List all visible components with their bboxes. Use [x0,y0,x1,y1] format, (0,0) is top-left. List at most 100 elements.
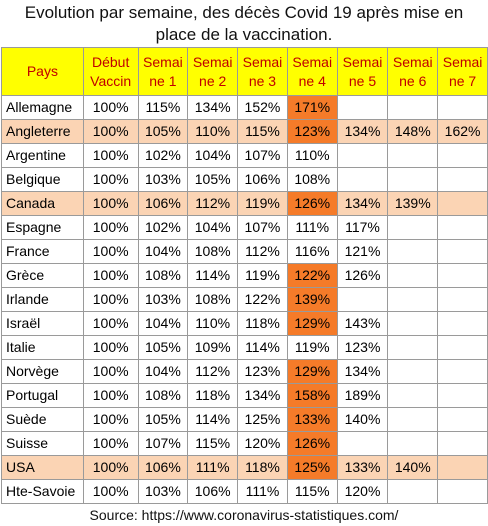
value-cell[interactable]: 104% [137,311,189,336]
country-cell[interactable]: Suède [1,407,84,432]
value-cell[interactable]: 189% [336,383,389,408]
value-cell[interactable]: 100% [82,311,139,336]
value-cell[interactable]: 126% [286,431,338,456]
value-cell[interactable]: 118% [187,383,239,408]
value-cell[interactable]: 114% [187,263,239,288]
value-cell[interactable]: 110% [187,119,239,144]
value-cell[interactable]: 112% [187,191,239,216]
value-cell[interactable]: 133% [286,407,338,432]
value-cell[interactable]: 100% [82,359,139,384]
value-cell[interactable]: 117% [336,215,389,240]
value-cell[interactable]: 134% [336,359,389,384]
value-cell[interactable]: 104% [187,143,239,168]
value-cell[interactable] [336,431,389,456]
country-cell[interactable]: Allemagne [1,95,84,120]
value-cell[interactable] [387,215,439,240]
value-cell[interactable]: 108% [137,383,189,408]
country-cell[interactable]: Grèce [1,263,84,288]
value-cell[interactable]: 133% [336,455,389,480]
value-cell[interactable]: 100% [82,119,139,144]
value-cell[interactable]: 121% [336,239,389,264]
value-cell[interactable]: 126% [286,191,338,216]
value-cell[interactable]: 100% [82,95,139,120]
value-cell[interactable]: 105% [137,335,189,360]
value-cell[interactable] [437,311,488,336]
value-cell[interactable]: 100% [82,479,139,504]
value-cell[interactable]: 106% [137,191,189,216]
value-cell[interactable]: 100% [82,431,139,456]
value-cell[interactable] [437,359,488,384]
value-cell[interactable]: 109% [187,335,239,360]
value-cell[interactable] [336,143,389,168]
value-cell[interactable] [387,479,439,504]
value-cell[interactable]: 100% [82,167,139,192]
value-cell[interactable]: 125% [237,407,288,432]
value-cell[interactable]: 100% [82,143,139,168]
value-cell[interactable]: 125% [286,455,338,480]
value-cell[interactable]: 118% [237,455,288,480]
value-cell[interactable]: 139% [387,191,439,216]
value-cell[interactable] [336,95,389,120]
value-cell[interactable] [387,263,439,288]
value-cell[interactable]: 115% [286,479,338,504]
value-cell[interactable]: 106% [187,479,239,504]
country-cell[interactable]: Argentine [1,143,84,168]
value-cell[interactable] [437,335,488,360]
header-cell-col-7[interactable]: Semai ne 6 [387,47,439,96]
country-cell[interactable]: Hte-Savoie [1,479,84,504]
value-cell[interactable]: 108% [286,167,338,192]
country-cell[interactable]: Israël [1,311,84,336]
value-cell[interactable] [387,167,439,192]
value-cell[interactable]: 134% [187,95,239,120]
value-cell[interactable] [437,479,488,504]
value-cell[interactable]: 100% [82,455,139,480]
value-cell[interactable]: 171% [286,95,338,120]
value-cell[interactable]: 103% [137,167,189,192]
value-cell[interactable]: 123% [286,119,338,144]
value-cell[interactable]: 143% [336,311,389,336]
value-cell[interactable] [387,311,439,336]
header-cell-col-2[interactable]: Semai ne 1 [137,47,189,96]
header-cell-col-8[interactable]: Semai ne 7 [437,47,488,96]
value-cell[interactable]: 126% [336,263,389,288]
value-cell[interactable]: 112% [237,239,288,264]
country-cell[interactable]: Angleterre [1,119,84,144]
value-cell[interactable]: 120% [336,479,389,504]
header-cell-col-3[interactable]: Semai ne 2 [187,47,239,96]
header-cell-country[interactable]: Pays [1,47,84,96]
value-cell[interactable]: 158% [286,383,338,408]
value-cell[interactable]: 102% [137,143,189,168]
value-cell[interactable]: 140% [387,455,439,480]
value-cell[interactable]: 140% [336,407,389,432]
value-cell[interactable]: 104% [137,239,189,264]
value-cell[interactable]: 107% [237,143,288,168]
value-cell[interactable] [387,239,439,264]
value-cell[interactable]: 100% [82,287,139,312]
country-cell[interactable]: France [1,239,84,264]
value-cell[interactable]: 107% [137,431,189,456]
value-cell[interactable]: 102% [137,215,189,240]
value-cell[interactable]: 148% [387,119,439,144]
value-cell[interactable]: 116% [286,239,338,264]
value-cell[interactable]: 100% [82,263,139,288]
value-cell[interactable] [437,191,488,216]
value-cell[interactable]: 115% [187,431,239,456]
value-cell[interactable]: 120% [237,431,288,456]
value-cell[interactable] [387,287,439,312]
value-cell[interactable] [387,95,439,120]
value-cell[interactable] [437,455,488,480]
value-cell[interactable]: 119% [237,191,288,216]
value-cell[interactable] [387,335,439,360]
value-cell[interactable] [437,215,488,240]
value-cell[interactable]: 114% [237,335,288,360]
country-cell[interactable]: Suisse [1,431,84,456]
value-cell[interactable] [437,407,488,432]
value-cell[interactable]: 115% [137,95,189,120]
value-cell[interactable]: 110% [286,143,338,168]
value-cell[interactable]: 119% [237,263,288,288]
country-cell[interactable]: Italie [1,335,84,360]
value-cell[interactable]: 129% [286,311,338,336]
value-cell[interactable] [437,167,488,192]
value-cell[interactable]: 106% [237,167,288,192]
country-cell[interactable]: Espagne [1,215,84,240]
